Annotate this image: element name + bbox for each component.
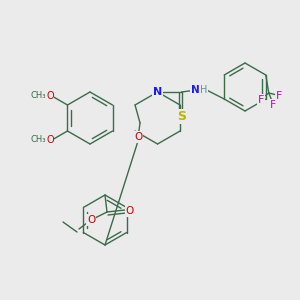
Text: F: F — [276, 91, 282, 101]
Text: N: N — [153, 87, 162, 97]
Text: CH₃: CH₃ — [30, 92, 46, 100]
Text: N: N — [191, 85, 200, 95]
Text: F: F — [258, 95, 264, 105]
Text: S: S — [177, 110, 186, 122]
Text: O: O — [46, 91, 54, 101]
Text: O: O — [87, 215, 95, 225]
Text: O: O — [126, 206, 134, 216]
Text: O: O — [46, 135, 54, 145]
Text: CH₃: CH₃ — [30, 136, 46, 145]
Text: O: O — [134, 132, 142, 142]
Text: H: H — [200, 85, 207, 95]
Text: F: F — [270, 100, 276, 110]
